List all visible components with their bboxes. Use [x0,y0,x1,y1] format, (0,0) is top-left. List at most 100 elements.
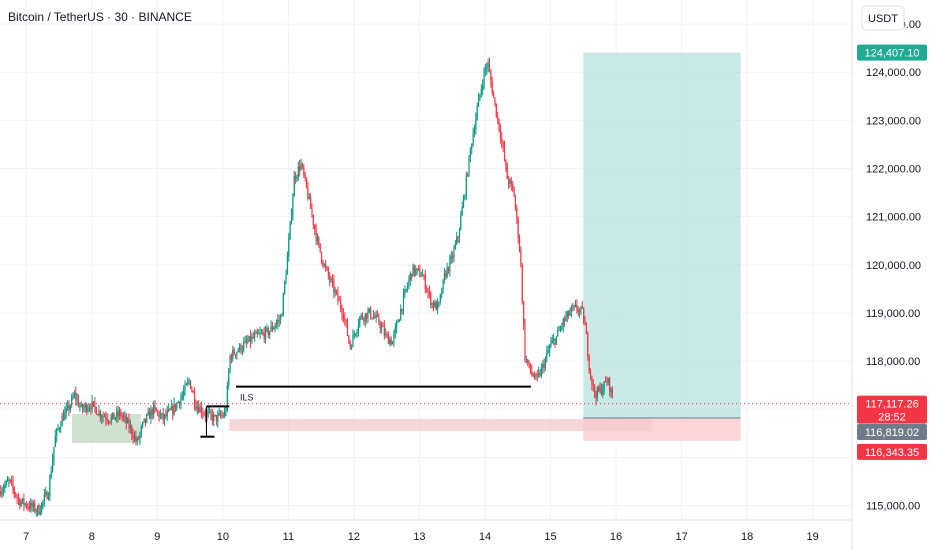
candle-body [461,207,463,216]
candle-body [341,308,343,315]
candle-body [555,336,557,345]
candle-body [330,279,332,281]
candle-body [464,195,466,198]
time-tick-label: 13 [413,531,425,543]
candle-body [226,385,228,410]
candle-body [415,269,417,274]
candle-body [580,306,582,310]
candle-body [367,311,369,319]
candle-body [240,344,242,352]
take-profit-zone[interactable] [583,52,741,418]
candle-body [219,413,222,416]
candle-body [445,273,447,277]
candle-body [483,70,485,86]
candle-body [112,412,114,418]
candle-body [57,428,59,430]
candle-body [355,333,357,335]
candle-body [525,359,527,361]
candle-body [599,387,601,391]
candle-body [491,81,493,94]
candle-body [610,387,612,393]
candle-body [539,372,541,376]
candle-body [166,410,168,417]
candle-body [71,397,73,406]
candle-body [520,249,522,266]
candle-body [329,275,331,281]
candle-body [13,488,15,493]
candle-body [230,355,233,360]
overlay-drawings[interactable]: ILS [0,385,852,438]
candle-body [233,350,235,355]
candle-body [546,352,548,359]
candle-body [293,175,295,197]
candle-body [139,433,141,439]
currency-button-label: USDT [868,13,898,25]
candles [0,57,613,517]
currency-button-frame[interactable] [861,5,905,31]
candle-body [340,300,342,309]
candle-body [200,406,202,414]
candle-body [30,502,32,509]
liquidity-range-box[interactable] [229,418,653,431]
candle-body [595,395,597,399]
target-price-badge [857,44,927,61]
candle-body [271,325,273,330]
candle-body [35,510,37,512]
candle-body [146,414,148,422]
candle-body [323,264,325,266]
candle-body [594,385,596,396]
candle-body [431,303,433,305]
candle-body [453,248,455,258]
candle-body [192,390,194,393]
candle-body [402,294,405,310]
candle-body [427,290,429,292]
price-axis[interactable]: 115,000.00 118,000.00 119,000.00 120,000.00… [851,0,932,550]
candle-body [437,303,439,311]
candle-body [213,414,215,421]
candle-body [5,481,7,486]
candle-body [225,409,227,413]
candle-body [181,395,183,398]
candle-body [21,498,24,502]
candle-body [366,313,368,319]
time-tick-label: 7 [23,531,29,543]
candle-body [247,341,249,343]
candle-body [568,311,570,316]
candle-body [335,290,338,293]
drawings[interactable] [72,52,741,443]
price-tick-label: 118,000.00 [866,356,920,368]
candle-body [208,410,211,412]
candle-body [150,409,152,419]
time-axis[interactable]: 7 8 9 10 11 12 13 14 15 16 17 18 19 [0,519,852,543]
candle-body [128,419,130,429]
candle-body [8,479,10,481]
candle-body [499,129,502,139]
target-price-text: 124,407.10 [864,48,919,60]
currency-button[interactable]: USDT [861,5,905,31]
candle-body [337,292,339,301]
candle-body [54,435,56,448]
candle-body [234,354,237,356]
candle-body [45,492,47,496]
candle-body [109,421,111,423]
candle-body [430,292,432,305]
price-tick-label: 123,000.00 [866,115,921,127]
candle-body [521,265,523,302]
candle-body [255,331,257,334]
candle-body [41,503,43,512]
candle-body [103,415,106,417]
candle-body [75,393,77,400]
candle-body [195,404,197,410]
candle-body [24,503,26,505]
candle-body [98,411,100,416]
candle-body [125,416,127,424]
candle-body [473,130,476,135]
candle-body [353,334,355,336]
candle-body [523,301,525,325]
candle-body [475,118,477,131]
candle-body [581,306,583,308]
candle-body [258,333,260,335]
candle-body [68,405,70,411]
